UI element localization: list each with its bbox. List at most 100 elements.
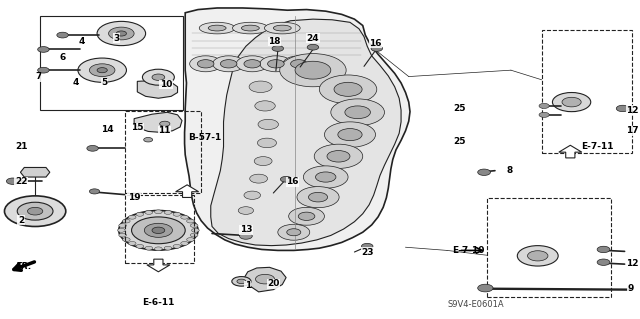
Circle shape: [90, 64, 115, 77]
Text: 4: 4: [72, 78, 79, 87]
Circle shape: [362, 243, 373, 249]
Circle shape: [272, 46, 284, 51]
Circle shape: [38, 67, 49, 73]
Circle shape: [144, 137, 152, 142]
Polygon shape: [175, 185, 198, 197]
Circle shape: [280, 54, 346, 87]
Text: 4: 4: [79, 37, 85, 46]
Text: S9V4-E0601A: S9V4-E0601A: [447, 300, 504, 309]
Circle shape: [129, 241, 136, 245]
Circle shape: [4, 196, 66, 226]
Circle shape: [6, 178, 19, 184]
Circle shape: [164, 211, 172, 214]
Text: 6: 6: [60, 53, 66, 62]
Ellipse shape: [208, 25, 226, 31]
Circle shape: [307, 44, 319, 50]
Text: 25: 25: [454, 137, 466, 146]
Circle shape: [303, 166, 348, 188]
Circle shape: [122, 238, 130, 241]
Circle shape: [164, 246, 172, 250]
Circle shape: [477, 284, 493, 292]
Circle shape: [191, 228, 199, 232]
Text: 25: 25: [454, 104, 466, 113]
Polygon shape: [138, 80, 177, 98]
Circle shape: [616, 105, 629, 112]
Circle shape: [119, 211, 198, 250]
Polygon shape: [20, 167, 50, 177]
Polygon shape: [244, 267, 286, 292]
Circle shape: [345, 106, 371, 119]
Text: E-6-11: E-6-11: [142, 298, 175, 307]
Circle shape: [244, 60, 260, 68]
Circle shape: [371, 46, 383, 51]
Circle shape: [145, 211, 152, 214]
Text: FR.: FR.: [16, 262, 33, 271]
Text: 2: 2: [18, 216, 24, 225]
Circle shape: [190, 224, 198, 227]
Circle shape: [152, 227, 164, 234]
Circle shape: [17, 202, 53, 220]
Circle shape: [291, 60, 307, 68]
Circle shape: [280, 176, 292, 182]
Circle shape: [154, 210, 162, 214]
Circle shape: [87, 145, 99, 151]
Circle shape: [254, 157, 272, 166]
Text: 11: 11: [159, 126, 171, 135]
Circle shape: [159, 121, 170, 126]
Text: 23: 23: [361, 248, 374, 256]
Circle shape: [136, 212, 144, 216]
Text: 10: 10: [160, 80, 172, 89]
Polygon shape: [184, 8, 410, 250]
Text: 16: 16: [286, 177, 299, 186]
Ellipse shape: [232, 22, 268, 34]
Text: 1: 1: [244, 281, 251, 290]
Circle shape: [278, 224, 310, 240]
Circle shape: [255, 274, 275, 284]
Circle shape: [122, 219, 130, 223]
Text: 17: 17: [626, 126, 639, 135]
Text: 8: 8: [506, 166, 513, 175]
Text: B-57-1: B-57-1: [188, 133, 221, 142]
Circle shape: [308, 192, 328, 202]
Circle shape: [145, 246, 152, 250]
Text: 13: 13: [239, 225, 252, 234]
Circle shape: [539, 112, 549, 117]
Circle shape: [119, 233, 127, 237]
Circle shape: [220, 60, 237, 68]
Text: 16: 16: [369, 39, 382, 48]
Circle shape: [239, 233, 252, 239]
Circle shape: [38, 47, 49, 52]
Circle shape: [562, 97, 581, 107]
Circle shape: [334, 82, 362, 96]
Circle shape: [297, 187, 339, 208]
Circle shape: [187, 238, 195, 241]
Circle shape: [57, 32, 68, 38]
Circle shape: [129, 215, 136, 219]
Ellipse shape: [241, 25, 259, 31]
Polygon shape: [134, 112, 182, 132]
Circle shape: [190, 233, 198, 237]
Circle shape: [232, 277, 251, 286]
Circle shape: [268, 60, 284, 68]
Circle shape: [152, 74, 164, 80]
Circle shape: [255, 101, 275, 111]
Circle shape: [136, 244, 144, 248]
Text: 19: 19: [128, 193, 140, 202]
Circle shape: [236, 56, 268, 72]
Text: E-7-11: E-7-11: [581, 142, 614, 151]
Circle shape: [118, 228, 125, 232]
Circle shape: [238, 207, 253, 214]
Circle shape: [78, 58, 127, 82]
Text: 3: 3: [114, 34, 120, 43]
Circle shape: [180, 215, 188, 219]
Circle shape: [331, 99, 385, 126]
Text: 22: 22: [15, 177, 28, 186]
Text: 9: 9: [628, 284, 634, 293]
Circle shape: [338, 129, 362, 141]
Circle shape: [180, 241, 188, 245]
Circle shape: [97, 21, 146, 46]
Circle shape: [597, 246, 610, 253]
Circle shape: [527, 251, 548, 261]
Polygon shape: [147, 259, 170, 272]
Circle shape: [173, 212, 180, 216]
